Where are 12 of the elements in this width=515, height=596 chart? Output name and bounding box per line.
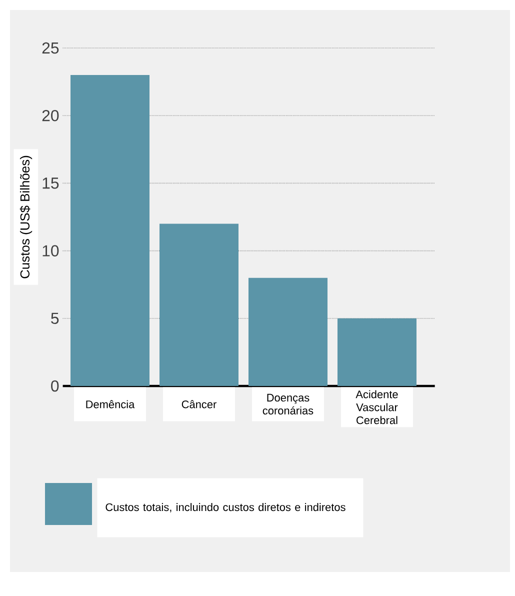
y-tick-label: 15: [42, 178, 59, 189]
y-tick-label: 20: [42, 110, 59, 122]
x-tick-label: Câncer: [182, 400, 216, 408]
y-tick-label: 0: [51, 380, 59, 392]
x-tick-label: Acidente Vascular Cerebral: [356, 390, 398, 424]
text: Custos totais, incluindo custos diretos e indiretos: [106, 503, 346, 512]
y-tick-label: 25: [42, 42, 59, 54]
x-tick-label: Doenças coronárias: [262, 394, 314, 414]
y-tick-label: 5: [51, 312, 59, 324]
y-axis-title: Custos (US$ Bilhões): [20, 156, 32, 278]
y-tick-label: 10: [42, 245, 59, 256]
x-tick-label: Demência: [86, 400, 135, 408]
